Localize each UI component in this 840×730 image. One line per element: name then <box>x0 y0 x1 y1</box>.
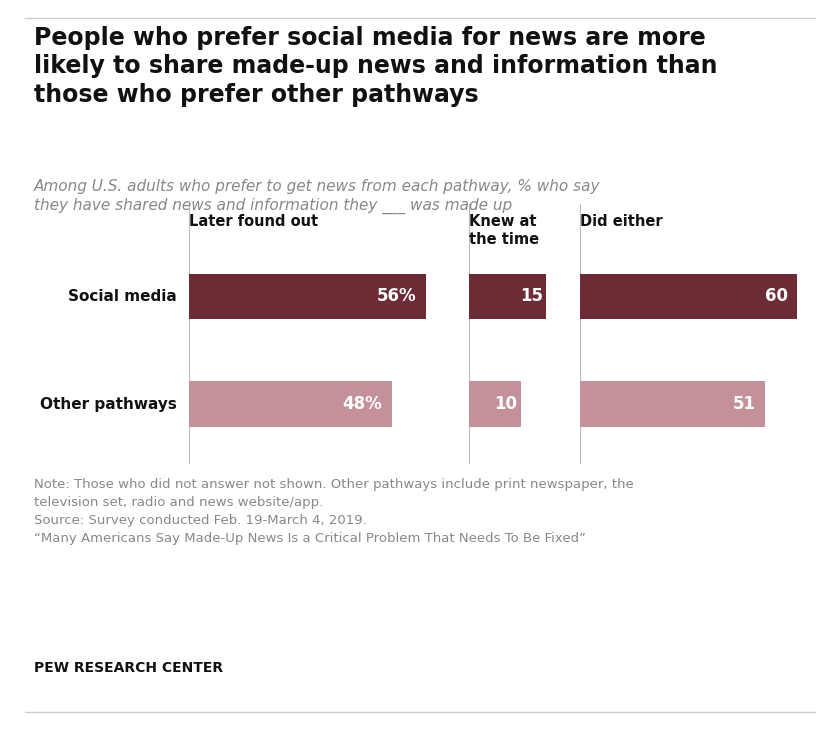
Text: Later found out: Later found out <box>189 214 318 229</box>
Text: Did either: Did either <box>580 214 662 229</box>
Text: Note: Those who did not answer not shown. Other pathways include print newspaper: Note: Those who did not answer not shown… <box>34 478 633 545</box>
Bar <box>189 274 426 319</box>
Text: 10: 10 <box>494 395 517 413</box>
Text: 56%: 56% <box>376 287 416 305</box>
Text: PEW RESEARCH CENTER: PEW RESEARCH CENTER <box>34 661 223 675</box>
Text: People who prefer social media for news are more
likely to share made-up news an: People who prefer social media for news … <box>34 26 717 107</box>
Text: Social media: Social media <box>68 288 176 304</box>
Text: 48%: 48% <box>343 395 382 413</box>
Bar <box>580 382 764 427</box>
Bar <box>580 274 797 319</box>
Text: Knew at
the time: Knew at the time <box>469 214 538 247</box>
Bar <box>469 382 521 427</box>
Text: 15: 15 <box>520 287 543 305</box>
Text: 51: 51 <box>732 395 755 413</box>
Text: Among U.S. adults who prefer to get news from each pathway, % who say
they have : Among U.S. adults who prefer to get news… <box>34 179 600 214</box>
Bar <box>469 274 547 319</box>
Text: Other pathways: Other pathways <box>39 396 176 412</box>
Bar <box>189 382 392 427</box>
Text: 60: 60 <box>765 287 788 305</box>
